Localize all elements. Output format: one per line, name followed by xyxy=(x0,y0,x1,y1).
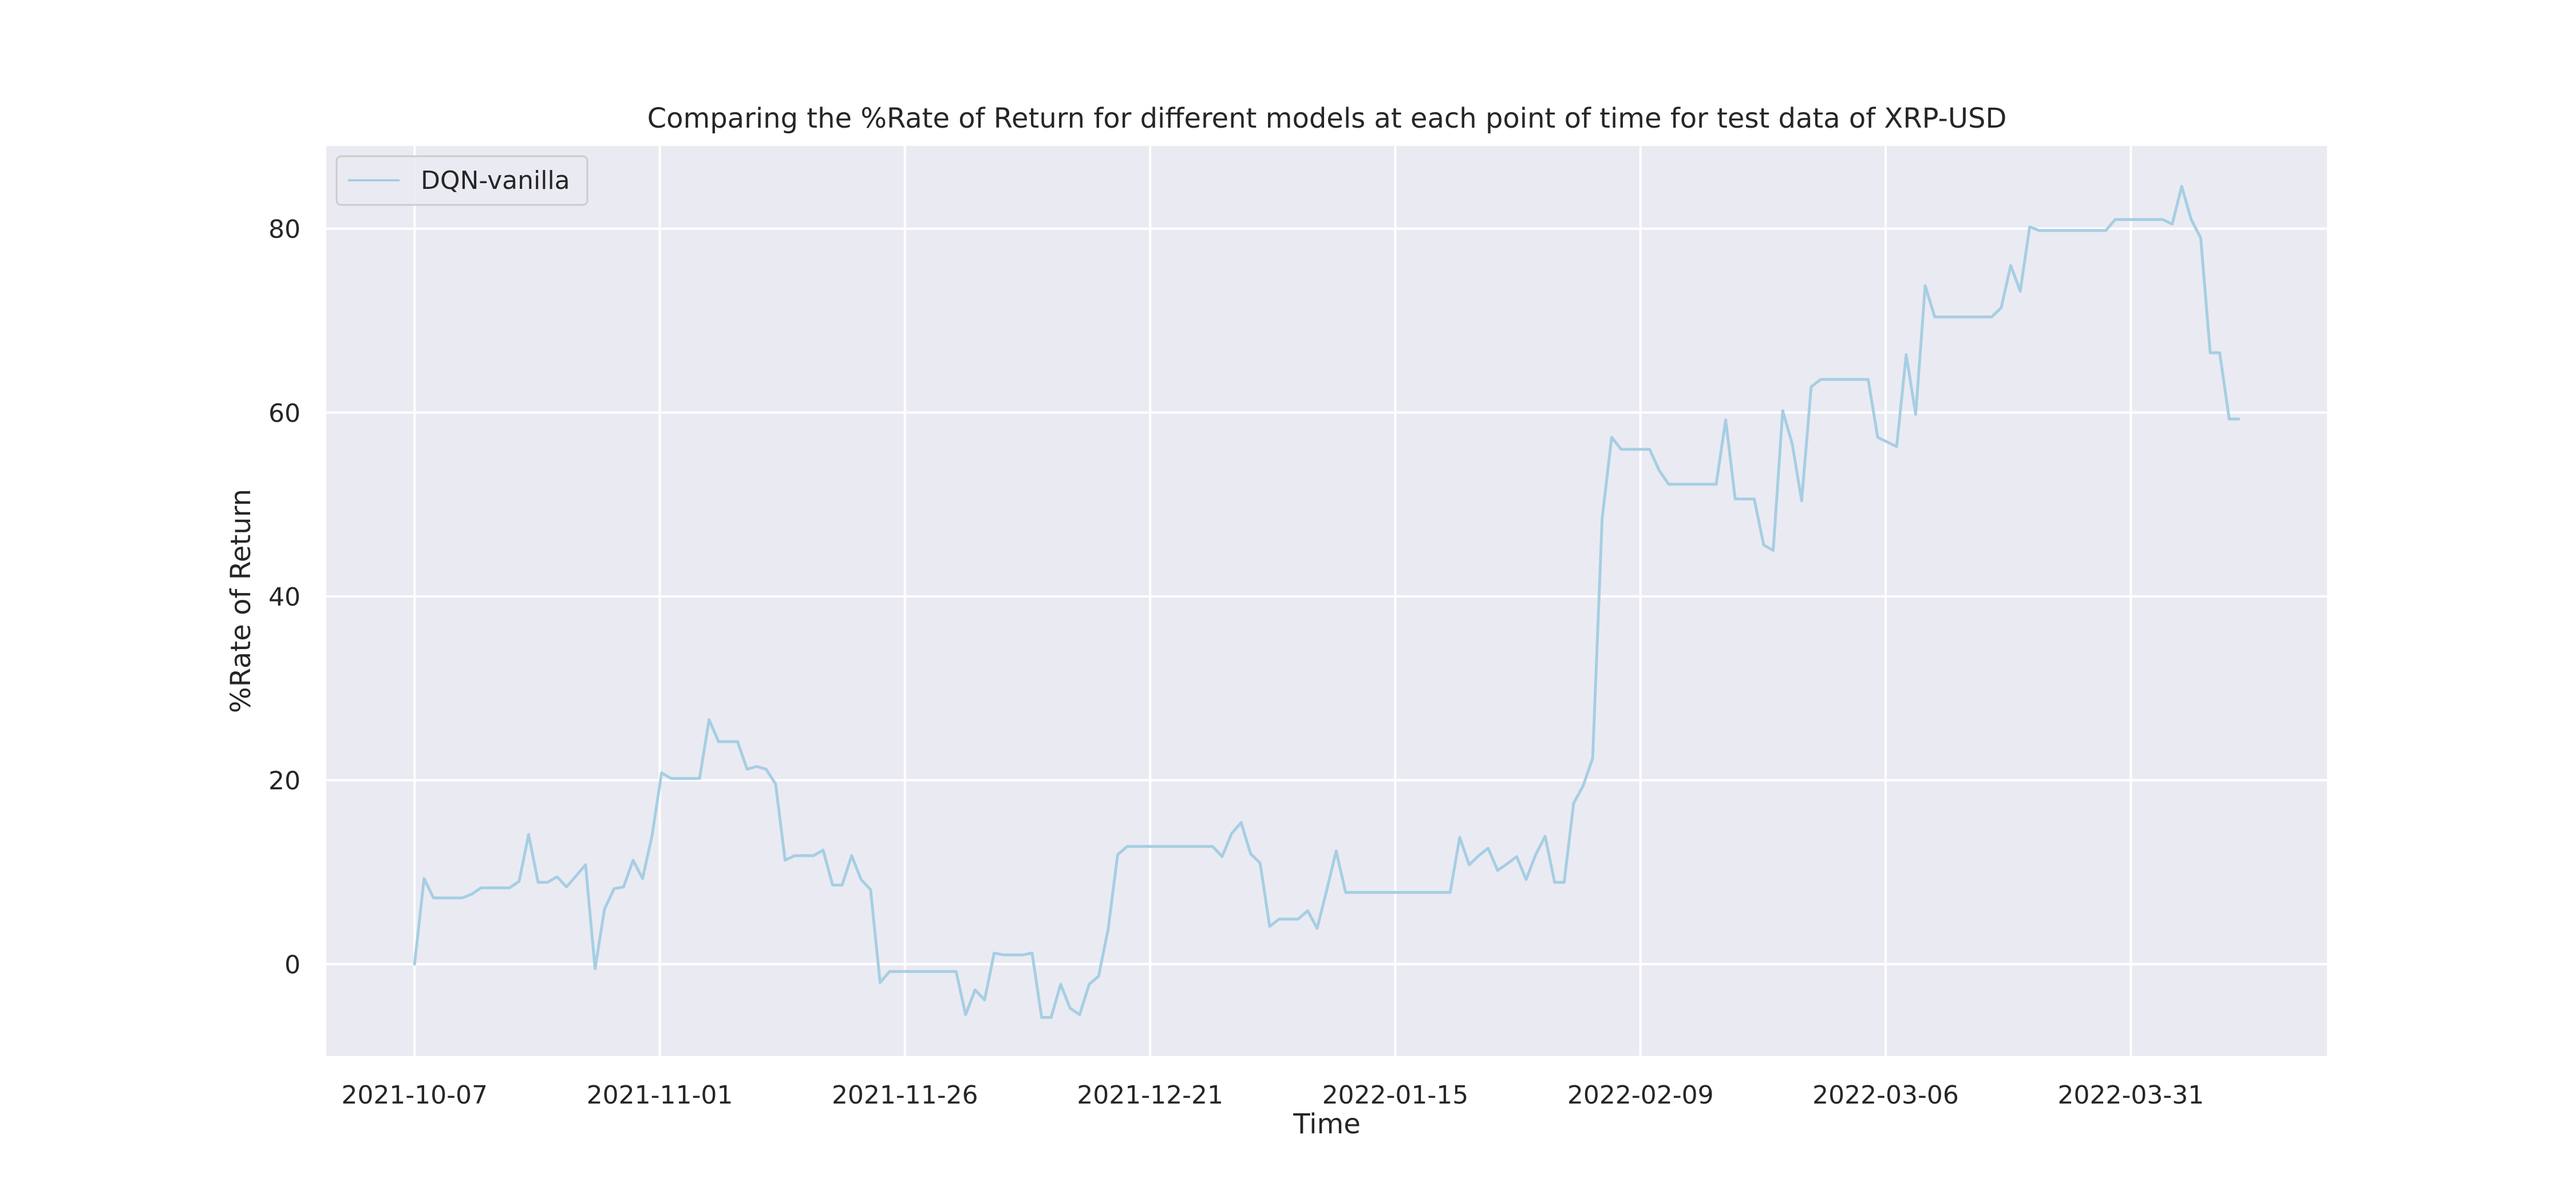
plot-area xyxy=(326,146,2327,1056)
x-tick-label: 2022-01-15 xyxy=(1322,1081,1469,1110)
series-line-dqn-vanilla xyxy=(413,185,2241,1019)
x-tick-label: 2021-12-21 xyxy=(1077,1081,1223,1110)
y-tick-label: 80 xyxy=(268,215,301,244)
x-gridlines xyxy=(413,146,2132,1056)
x-tick-label: 2021-11-01 xyxy=(587,1081,733,1110)
x-axis-label: Time xyxy=(1293,1108,1360,1140)
legend-label: DQN-vanilla xyxy=(421,166,570,195)
x-tick-label: 2022-02-09 xyxy=(1567,1081,1714,1110)
y-tick-label: 60 xyxy=(268,399,301,428)
y-tick-labels: 0 20 40 60 80 xyxy=(268,215,301,980)
legend-box xyxy=(335,155,588,206)
x-tick-label: 2021-11-26 xyxy=(832,1081,978,1110)
x-tick-labels: 2021-10-07 2021-11-01 2021-11-26 2021-12-21… xyxy=(341,1081,2204,1110)
series-layer xyxy=(413,185,2241,1019)
x-tick-label: 2021-10-07 xyxy=(341,1081,488,1110)
legend: DQN-vanilla xyxy=(335,155,588,206)
x-tick-label: 2022-03-06 xyxy=(1812,1081,1959,1110)
y-tick-label: 40 xyxy=(268,583,301,612)
y-axis-label: %Rate of Return xyxy=(225,489,257,713)
y-tick-label: 0 xyxy=(285,950,301,979)
chart-title: Comparing the %Rate of Return for differ… xyxy=(647,102,2007,135)
x-tick-label: 2022-03-31 xyxy=(2057,1081,2204,1110)
y-tick-label: 20 xyxy=(268,766,301,796)
